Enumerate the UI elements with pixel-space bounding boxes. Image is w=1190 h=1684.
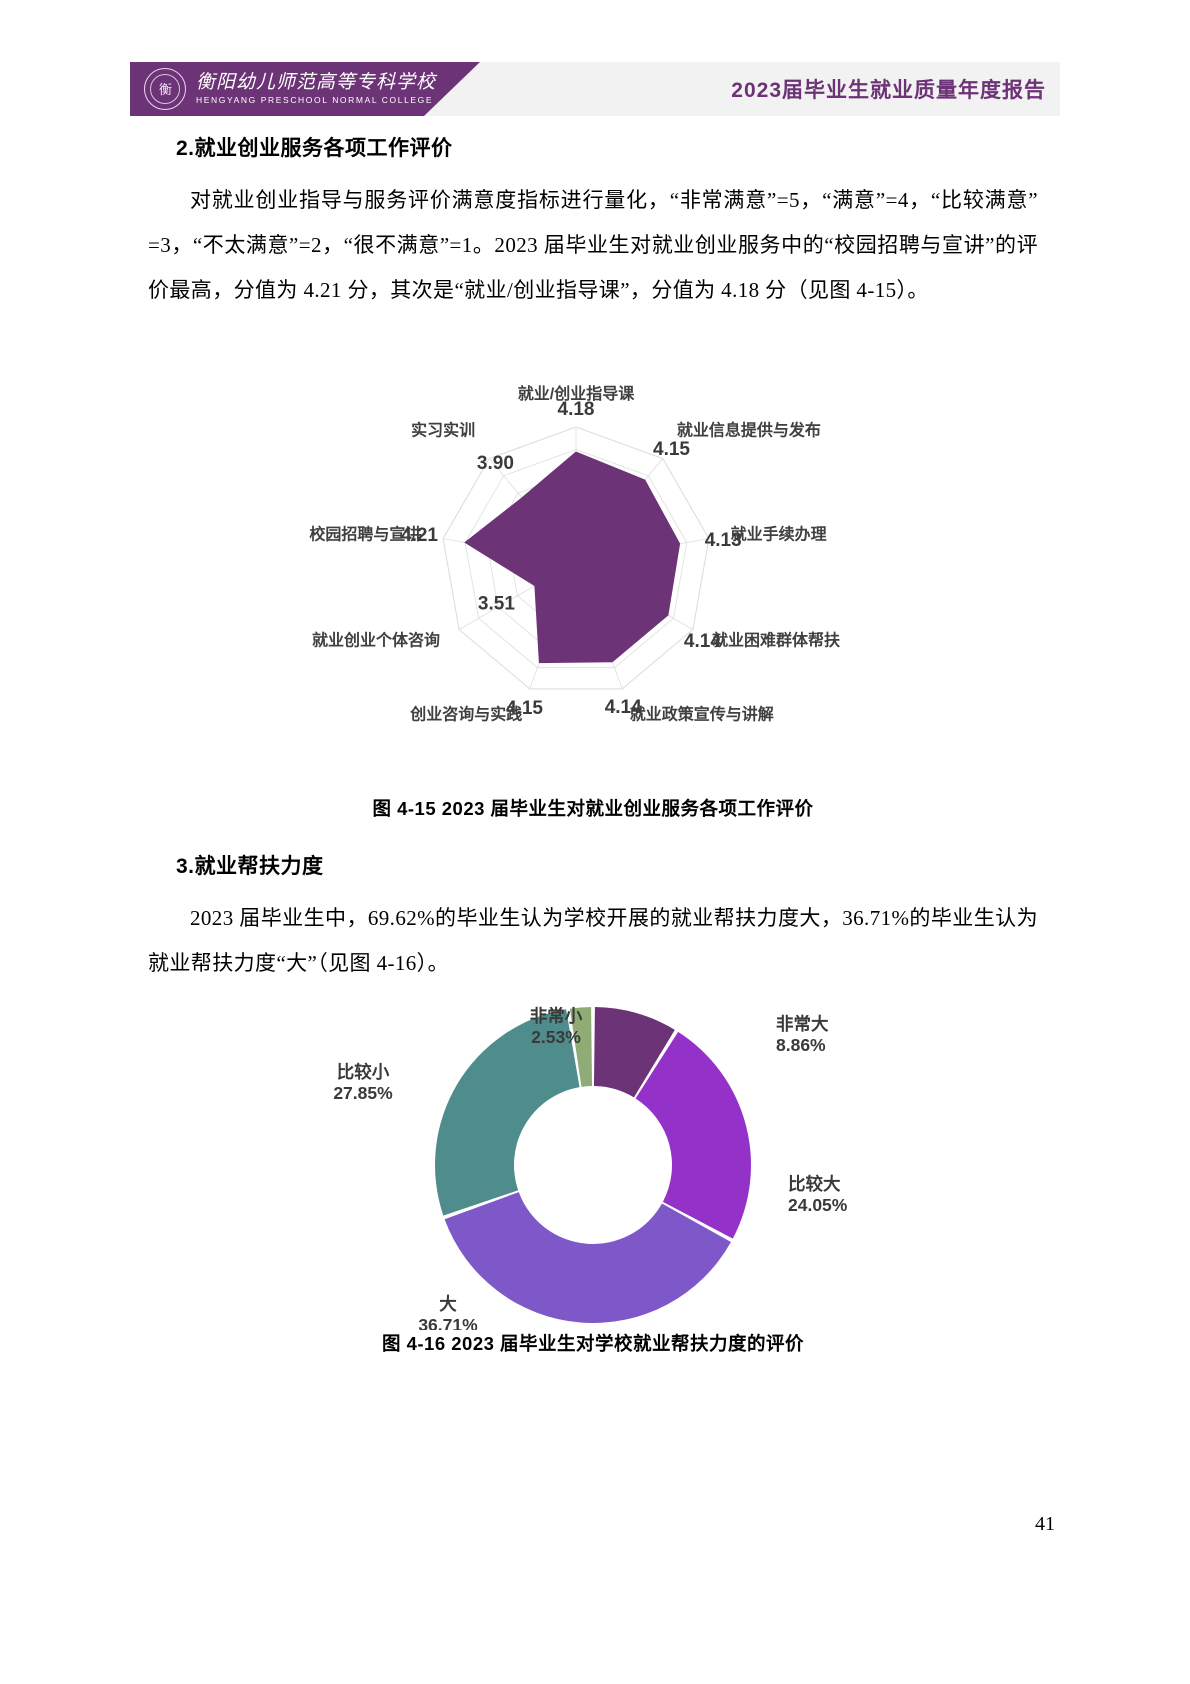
document-content-2: 3.就业帮扶力度 2023 届毕业生中，69.62%的毕业生认为学校开展的就业帮… xyxy=(148,850,1038,986)
seal-glyph: 衡 xyxy=(158,82,172,98)
radar-category-label: 创业咨询与实践 xyxy=(409,705,522,724)
radar-value-label: 4.15 xyxy=(653,439,690,460)
document-content: 2.就业创业服务各项工作评价 对就业创业指导与服务评价满意度指标进行量化，“非常… xyxy=(148,132,1038,313)
donut-slice[interactable] xyxy=(569,1007,593,1087)
figure-4-15-radar-chart: 4.18 4.15 4.13 4.14 4.14 4.15 3.51 4.21 3.90 就业/创… xyxy=(148,366,1038,766)
radar-value-label: 3.90 xyxy=(477,453,514,474)
radar-category-label: 就业困难群体帮扶 xyxy=(712,631,841,650)
radar-grid-ring xyxy=(464,449,688,669)
radar-value-label: 4.14 xyxy=(684,631,721,652)
radar-value-label: 4.18 xyxy=(558,399,595,420)
donut-label-percent: 2.53% xyxy=(531,1027,581,1047)
donut-label: 大36.71% xyxy=(418,1294,478,1330)
section-heading-3: 3.就业帮扶力度 xyxy=(176,855,324,878)
donut-label-name: 比较小 xyxy=(337,1062,390,1082)
figure-4-16-caption: 图 4-16 2023 届毕业生对学校就业帮扶力度的评价 xyxy=(381,1333,805,1354)
radar-category-label: 就业创业个体咨询 xyxy=(312,631,440,650)
radar-category-label: 校园招聘与宣讲 xyxy=(309,525,421,544)
donut-label-name: 大 xyxy=(439,1294,457,1314)
school-logo: 衡 衡阳幼儿师范高等专科学校 HENGYANG PRESCHOOL NORMAL… xyxy=(130,62,480,116)
logo-text: 衡阳幼儿师范高等专科学校 HENGYANG PRESCHOOL NORMAL C… xyxy=(196,73,436,105)
donut-label-percent: 24.05% xyxy=(788,1195,848,1215)
page-number: 41 xyxy=(1035,1513,1055,1535)
radar-data-area xyxy=(464,451,681,664)
logo-name-en: HENGYANG PRESCHOOL NORMAL COLLEGE xyxy=(196,95,434,105)
radar-value-label: 4.13 xyxy=(705,530,742,551)
section-paragraph-2: 对就业创业指导与服务评价满意度指标进行量化，“非常满意”=5，“满意”=4，“比… xyxy=(148,188,1038,302)
radar-grid-ring xyxy=(442,426,710,690)
donut-slice[interactable] xyxy=(593,1007,675,1098)
school-seal-icon: 衡 xyxy=(144,68,186,110)
donut-slice[interactable] xyxy=(434,1009,580,1216)
radar-value-label: 4.14 xyxy=(605,697,642,718)
figure-4-15-caption: 图 4-15 2023 届毕业生对就业创业服务各项工作评价 xyxy=(372,798,814,819)
logo-name-cn: 衡阳幼儿师范高等专科学校 xyxy=(196,72,437,94)
donut-label-percent: 36.71% xyxy=(418,1315,478,1330)
radar-category-label: 就业信息提供与发布 xyxy=(677,421,821,440)
donut-label-name: 比较大 xyxy=(788,1174,841,1194)
header-report-title: 2023届毕业生就业质量年度报告 xyxy=(731,79,1046,102)
donut-slice[interactable] xyxy=(635,1031,751,1239)
donut-label-percent: 27.85% xyxy=(333,1083,393,1103)
section-paragraph-3: 2023 届毕业生中，69.62%的毕业生认为学校开展的就业帮扶力度大，36.7… xyxy=(148,906,1038,975)
radar-value-label: 4.15 xyxy=(506,698,543,719)
radar-value-label: 3.51 xyxy=(478,594,515,615)
figure-4-16-donut-chart: 非常大 8.86% 比较大 24.05% 大 36.71% 比较小 27.85% 非常小 2.53… xyxy=(148,1000,1038,1330)
radar-value-label: 4.21 xyxy=(401,525,438,546)
donut-slice[interactable] xyxy=(444,1192,731,1323)
section-heading-2: 2.就业创业服务各项工作评价 xyxy=(176,137,453,160)
donut-label-name: 非常大 xyxy=(776,1014,829,1034)
donut-label-name: 非常小 xyxy=(530,1006,583,1026)
radar-category-label: 就业手续办理 xyxy=(731,525,827,544)
radar-chart-svg: 4.18 4.15 4.13 4.14 4.14 4.15 3.51 4.21 3.90 就业/创… xyxy=(309,384,841,724)
page-header: 衡 衡阳幼儿师范高等专科学校 HENGYANG PRESCHOOL NORMAL… xyxy=(130,62,1060,116)
radar-category-label: 就业政策宣传与讲解 xyxy=(630,705,774,724)
donut-label-percent: 8.86% xyxy=(776,1035,826,1055)
radar-category-label: 实习实训 xyxy=(411,421,475,440)
radar-category-label: 就业/创业指导课 xyxy=(518,384,635,403)
